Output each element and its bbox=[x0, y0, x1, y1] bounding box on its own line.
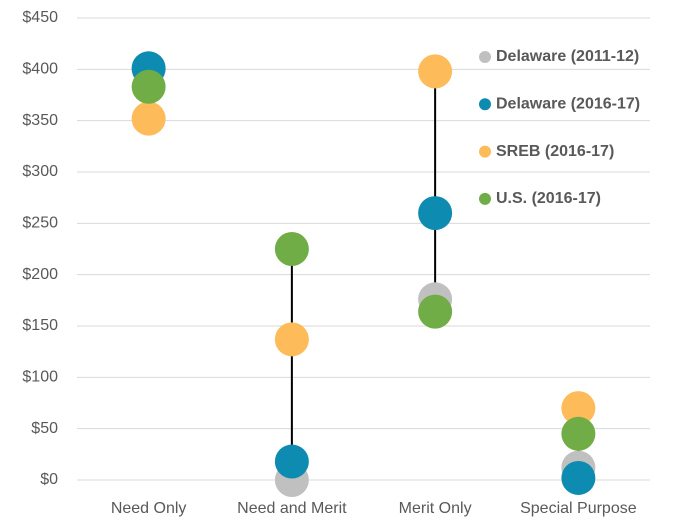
legend-marker bbox=[479, 51, 491, 63]
legend: Delaware (2011-12) Delaware (2016-17) SREB… bbox=[479, 48, 640, 207]
x-tick-label: Need and Merit bbox=[237, 500, 347, 517]
legend-marker bbox=[479, 192, 491, 205]
x-tick-label: Merit Only bbox=[399, 500, 472, 517]
dot bbox=[418, 54, 453, 89]
y-tick-label: $100 bbox=[22, 369, 58, 386]
y-tick-label: $200 bbox=[22, 266, 58, 283]
legend-label: Delaware (2011-12) bbox=[496, 48, 639, 65]
x-tick-label: Need Only bbox=[111, 500, 187, 517]
dot bbox=[418, 294, 453, 329]
y-tick-label: $150 bbox=[22, 317, 58, 334]
y-tick-label: $450 bbox=[22, 9, 58, 26]
dot bbox=[561, 416, 596, 451]
dot bbox=[274, 232, 309, 266]
dot bbox=[561, 460, 596, 495]
legend-label: U.S. (2016-17) bbox=[496, 190, 601, 207]
y-tick-label: $400 bbox=[22, 61, 58, 78]
legend-label: SREB (2016-17) bbox=[496, 143, 614, 160]
y-tick-label: $250 bbox=[22, 215, 58, 232]
dot bbox=[274, 322, 309, 357]
legend-marker bbox=[479, 145, 491, 158]
legend-marker bbox=[479, 98, 491, 111]
y-tick-label: $350 bbox=[22, 112, 58, 129]
x-tick-label: Special Purpose bbox=[520, 500, 637, 517]
y-tick-label: $0 bbox=[40, 471, 58, 488]
dot bbox=[274, 444, 309, 479]
dot bbox=[131, 69, 166, 104]
dot bbox=[418, 196, 453, 231]
dot bbox=[561, 391, 596, 426]
legend-label: Delaware (2016-17) bbox=[496, 96, 640, 113]
y-tick-label: $50 bbox=[31, 420, 58, 437]
y-tick-label: $300 bbox=[22, 163, 58, 180]
dot bbox=[131, 101, 166, 136]
